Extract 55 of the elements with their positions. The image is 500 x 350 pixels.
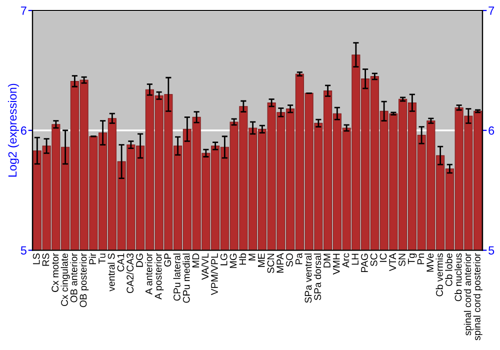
x-tick-label: Cx motor: [52, 253, 59, 292]
x-tick-label: VA/VL: [201, 253, 209, 280]
x-tick-label: MVe: [426, 253, 434, 272]
x-tick-label: Pa: [296, 253, 302, 264]
x-tick-label: MD: [192, 253, 200, 268]
x-tick-label: A posterior: [154, 253, 164, 300]
x-tick-label: SO: [286, 253, 293, 267]
y-tick-label: 7: [20, 6, 26, 15]
x-tick-label: Arc: [342, 253, 350, 268]
x-tick-label: ME: [258, 253, 265, 267]
y-tick-label: 6: [20, 126, 26, 135]
x-tick-label: IC: [380, 253, 387, 262]
x-tick-label: A anterior: [145, 253, 152, 295]
x-tick-label: CA2/CA3: [126, 253, 134, 294]
x-tick-label: spinal cord posterior: [473, 253, 482, 340]
x-tick-label: Hb: [238, 253, 246, 265]
x-tick-label: LH: [352, 254, 358, 265]
x-tick-label: MPA: [276, 253, 284, 273]
x-tick-label: CA1: [117, 254, 124, 272]
x-tick-label: OB posterior: [80, 253, 89, 308]
x-tick-label: SPa dorsal: [314, 254, 322, 300]
x-tick-label: SCN: [267, 254, 274, 274]
x-tick-label: Tu: [98, 254, 106, 264]
x-tick-label: SN: [398, 254, 406, 266]
y2-tick-label: 6: [488, 126, 494, 135]
x-tick-label: CPu medial: [182, 254, 190, 303]
y-axis-title: Log2 (expression): [8, 84, 19, 177]
x-tick-label: CPu lateral: [173, 254, 180, 301]
x-tick-label: DM: [324, 254, 330, 268]
y-tick-label: 5: [20, 246, 26, 255]
x-tick-label: Tg: [408, 254, 417, 264]
x-tick-label: Cb vermis: [436, 253, 443, 296]
x-tick-label: OB anterior: [70, 253, 78, 302]
x-tick-label: VPM/VPL: [210, 253, 218, 296]
x-tick-label: SC: [370, 253, 378, 266]
x-tick-label: GP: [164, 254, 172, 267]
x-tick-label: LS: [32, 253, 40, 264]
x-tick-label: spinal cord anterior: [464, 253, 473, 336]
x-tick-label: Pn: [417, 254, 424, 264]
x-tick-label: ventral S: [108, 253, 115, 292]
x-tick-label: LG: [220, 254, 228, 266]
x-tick-label: Pir: [88, 253, 96, 264]
x-tick-label: Cb lobe: [445, 253, 452, 286]
x-tick-label: Cb nucleus: [454, 253, 462, 302]
x-tick-label: VTA: [389, 253, 396, 272]
y2-tick-label: 5: [488, 246, 494, 255]
y2-tick-label: 7: [488, 6, 494, 15]
x-tick-label: VMH: [333, 254, 340, 275]
x-tick-label: Cx cingulate: [60, 253, 70, 306]
x-tick-label: MG: [230, 254, 237, 268]
x-tick-label: SPa ventral: [304, 254, 312, 303]
x-tick-label: M: [248, 254, 256, 260]
x-tick-label: RS: [42, 253, 50, 266]
x-tick-label: PAG: [361, 254, 368, 272]
x-tick-label: DG: [136, 254, 143, 267]
